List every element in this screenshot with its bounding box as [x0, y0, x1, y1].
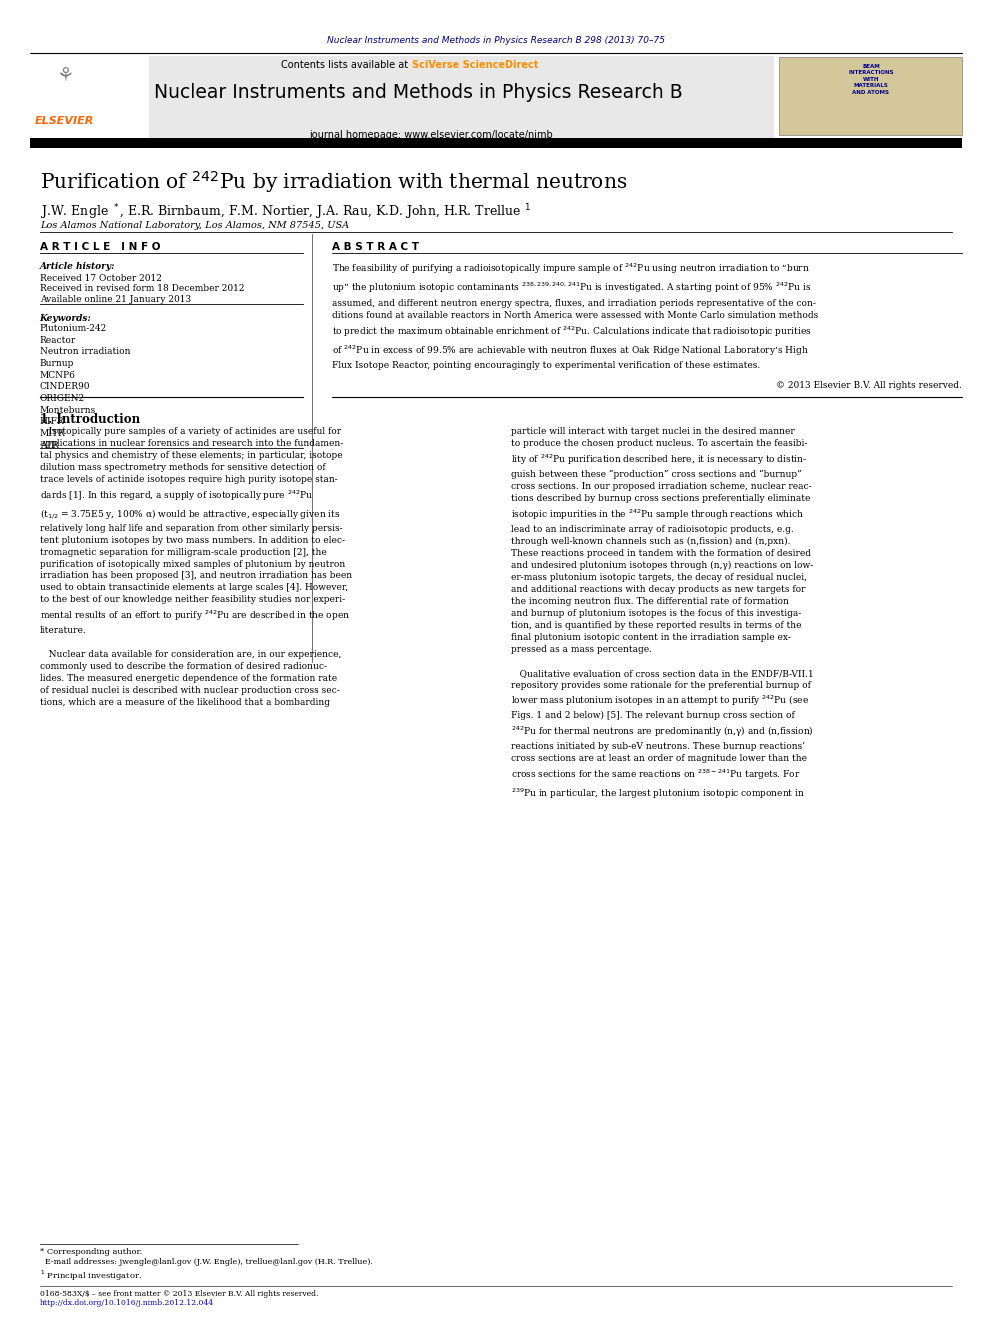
Text: Available online 21 January 2013: Available online 21 January 2013: [40, 295, 190, 304]
FancyBboxPatch shape: [30, 138, 962, 148]
Text: Purification of $^{242}$Pu by irradiation with thermal neutrons: Purification of $^{242}$Pu by irradiatio…: [40, 169, 627, 196]
Text: Nuclear Instruments and Methods in Physics Research B 298 (2013) 70–75: Nuclear Instruments and Methods in Physi…: [327, 36, 665, 45]
Text: 0168-583X/$ – see front matter © 2013 Elsevier B.V. All rights reserved.: 0168-583X/$ – see front matter © 2013 El…: [40, 1290, 318, 1298]
Text: Reactor: Reactor: [40, 336, 76, 345]
Text: SciVerse ScienceDirect: SciVerse ScienceDirect: [412, 60, 538, 70]
Text: MITR: MITR: [40, 429, 65, 438]
Text: * Corresponding author.: * Corresponding author.: [40, 1248, 142, 1256]
Text: $^1$ Principal investigator.: $^1$ Principal investigator.: [40, 1269, 142, 1283]
Text: journal homepage: www.elsevier.com/locate/nimb: journal homepage: www.elsevier.com/locat…: [310, 130, 554, 140]
Text: CINDER90: CINDER90: [40, 382, 90, 392]
Text: Nuclear Instruments and Methods in Physics Research B: Nuclear Instruments and Methods in Physi…: [154, 83, 682, 102]
Text: Monteburns: Monteburns: [40, 406, 96, 414]
Text: http://dx.doi.org/10.1016/j.nimb.2012.12.044: http://dx.doi.org/10.1016/j.nimb.2012.12…: [40, 1299, 214, 1307]
FancyBboxPatch shape: [30, 56, 774, 139]
Text: A B S T R A C T: A B S T R A C T: [332, 242, 420, 253]
FancyBboxPatch shape: [779, 57, 962, 135]
Text: ⚘: ⚘: [56, 66, 73, 85]
Text: MCNP6: MCNP6: [40, 370, 75, 380]
Text: Received 17 October 2012: Received 17 October 2012: [40, 274, 162, 283]
Text: A R T I C L E   I N F O: A R T I C L E I N F O: [40, 242, 160, 253]
Text: E-mail addresses: jwengle@lanl.gov (J.W. Engle), trellue@lanl.gov (H.R. Trellue): E-mail addresses: jwengle@lanl.gov (J.W.…: [40, 1258, 373, 1266]
Text: ELSEVIER: ELSEVIER: [35, 116, 94, 127]
Text: Neutron irradiation: Neutron irradiation: [40, 348, 130, 356]
Text: ORIGEN2: ORIGEN2: [40, 394, 84, 404]
Text: Plutonium-242: Plutonium-242: [40, 324, 107, 333]
Text: Contents lists available at: Contents lists available at: [282, 60, 412, 70]
Text: Keywords:: Keywords:: [40, 314, 91, 323]
Text: The feasibility of purifying a radioisotopically impure sample of $^{242}$Pu usi: The feasibility of purifying a radioisot…: [332, 262, 818, 370]
Text: Article history:: Article history:: [40, 262, 115, 271]
Text: 1. Introduction: 1. Introduction: [40, 413, 140, 426]
Text: ATR: ATR: [40, 441, 59, 450]
Text: BEAM
INTERACTIONS
WITH
MATERIALS
AND ATOMS: BEAM INTERACTIONS WITH MATERIALS AND ATO…: [848, 64, 894, 95]
FancyBboxPatch shape: [30, 56, 149, 139]
Text: © 2013 Elsevier B.V. All rights reserved.: © 2013 Elsevier B.V. All rights reserved…: [777, 381, 962, 390]
Text: Received in revised form 18 December 2012: Received in revised form 18 December 201…: [40, 284, 244, 294]
Text: Isotopically pure samples of a variety of actinides are useful for
applications : Isotopically pure samples of a variety o…: [40, 427, 352, 706]
Text: particle will interact with target nuclei in the desired manner
to produce the c: particle will interact with target nucle…: [511, 427, 813, 800]
Text: Burnup: Burnup: [40, 359, 74, 368]
Text: Los Alamos National Laboratory, Los Alamos, NM 87545, USA: Los Alamos National Laboratory, Los Alam…: [40, 221, 349, 230]
Text: J.W. Engle $^*$, E.R. Birnbaum, F.M. Nortier, J.A. Rau, K.D. John, H.R. Trellue : J.W. Engle $^*$, E.R. Birnbaum, F.M. Nor…: [40, 202, 531, 222]
Text: HIFR: HIFR: [40, 417, 64, 426]
